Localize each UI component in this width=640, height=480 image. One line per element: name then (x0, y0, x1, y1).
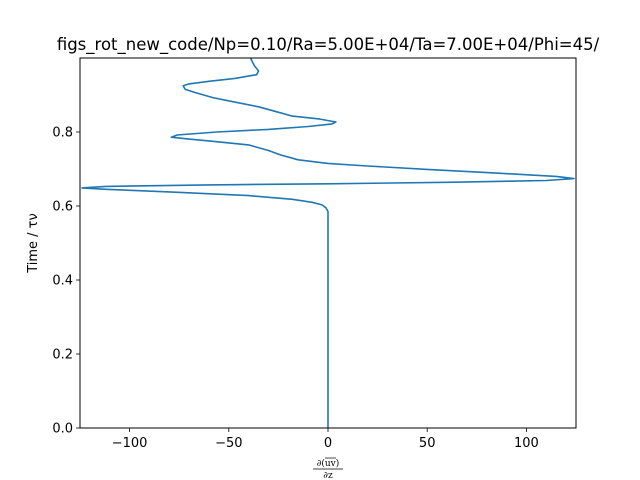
x-axis-label-denominator: ∂z (323, 471, 333, 480)
y-tick-label: 0.0 (52, 422, 73, 437)
x-axis-label-numerator: ∂(uv) (317, 458, 340, 469)
plot-area (81, 58, 575, 428)
y-tick-label: 0.6 (52, 200, 73, 215)
x-tick-label: −100 (112, 436, 148, 451)
x-tick-label: −50 (215, 436, 242, 451)
y-tick-label: 0.8 (52, 126, 73, 141)
series-line-0 (81, 58, 575, 428)
plot-frame (79, 57, 577, 429)
axis-ticks: −100 −50 0 50 100 0.0 0.2 0.4 0.6 0.8 (52, 126, 539, 452)
y-tick-label: 0.2 (52, 348, 73, 363)
x-axis-label-group: ∂(uv) ∂z (313, 457, 343, 480)
x-tick-label: 100 (514, 436, 539, 451)
x-tick-label: 50 (419, 436, 436, 451)
y-tick-label: 0.4 (52, 274, 73, 289)
x-tick-label: 0 (324, 436, 332, 451)
chart-title: figs_rot_new_code/Np=0.10/Ra=5.00E+04/Ta… (57, 35, 600, 55)
y-axis-label-group: Time / τν (26, 213, 41, 274)
y-axis-label: Time / τν (26, 213, 41, 274)
